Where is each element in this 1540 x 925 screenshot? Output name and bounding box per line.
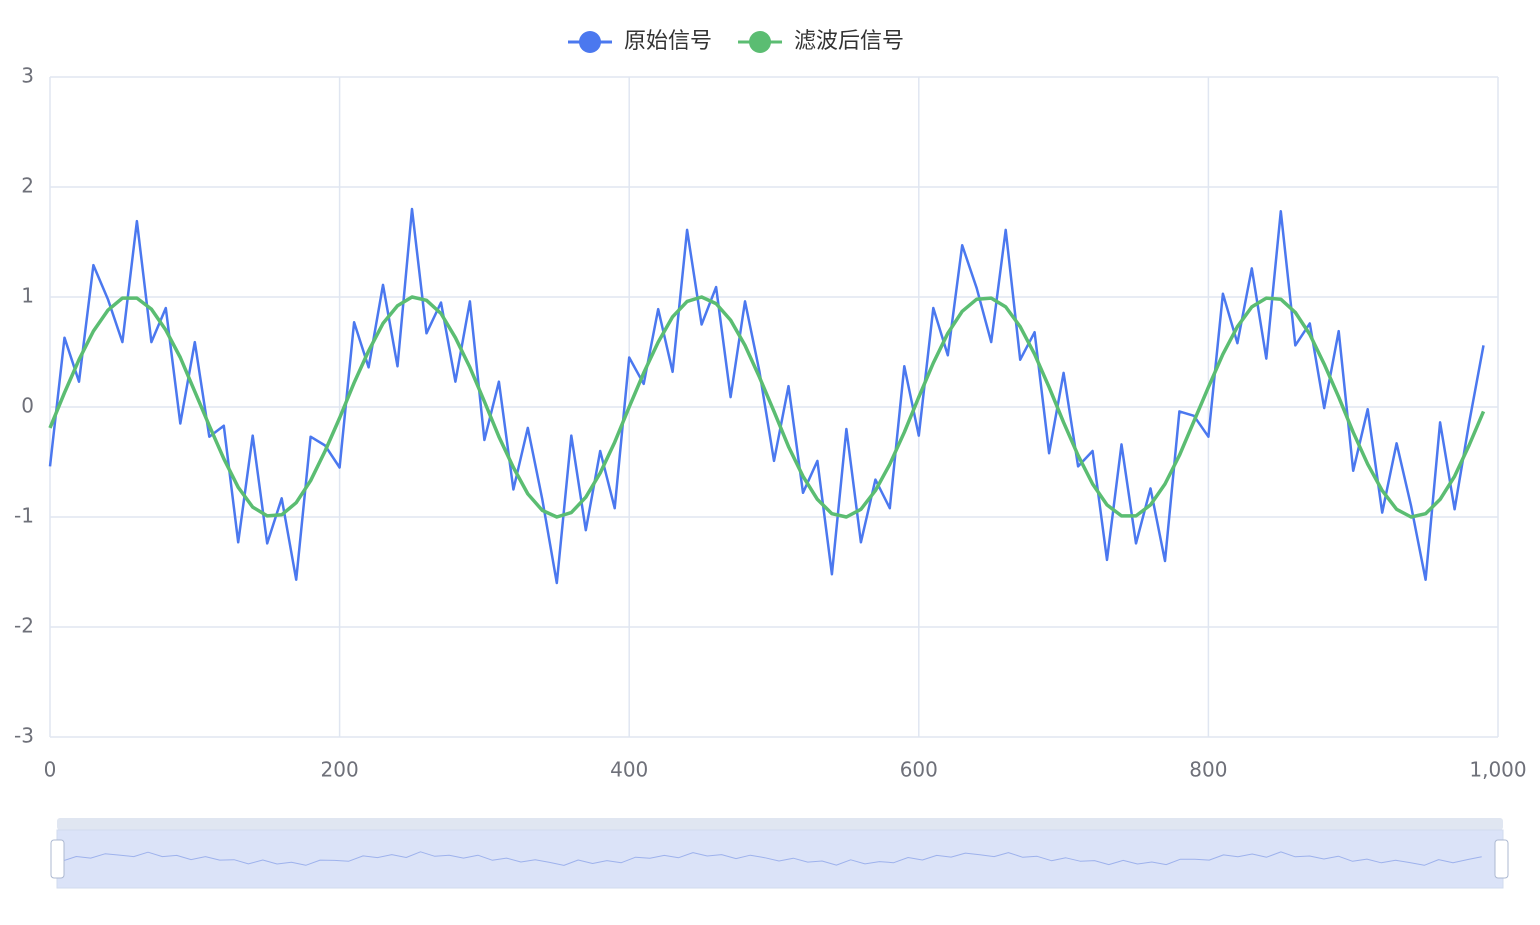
y-tick-label: -2 bbox=[14, 614, 34, 638]
legend-marker bbox=[749, 31, 772, 53]
y-tick-label: 2 bbox=[21, 174, 34, 198]
slider-preview-line bbox=[61, 851, 1482, 866]
y-tick-label: 1 bbox=[21, 284, 34, 308]
slider-handle-right[interactable] bbox=[1494, 839, 1509, 879]
y-tick-label: 0 bbox=[21, 394, 34, 418]
x-tick-label: 800 bbox=[1189, 758, 1227, 782]
y-tick-label: 3 bbox=[21, 64, 34, 88]
legend-marker bbox=[579, 31, 601, 53]
data-zoom-slider[interactable] bbox=[50, 818, 1509, 889]
slider-window bbox=[56, 829, 1504, 889]
legend-item[interactable]: 原始信号 bbox=[568, 29, 712, 54]
slider-handle-bar[interactable] bbox=[57, 818, 1503, 830]
slider-handle-left[interactable] bbox=[50, 839, 65, 879]
legend-label: 原始信号 bbox=[624, 29, 712, 54]
y-tick-label: -3 bbox=[14, 724, 34, 748]
y-tick-label: -1 bbox=[14, 504, 34, 528]
x-tick-label: 200 bbox=[321, 758, 359, 782]
x-tick-label: 1,000 bbox=[1469, 758, 1526, 782]
legend-item[interactable]: 滤波后信号 bbox=[738, 29, 904, 54]
series-line bbox=[48, 207, 1485, 585]
series-line bbox=[48, 295, 1486, 519]
x-tick-label: 600 bbox=[900, 758, 938, 782]
legend-label: 滤波后信号 bbox=[794, 29, 904, 54]
x-tick-label: 400 bbox=[610, 758, 648, 782]
x-tick-label: 0 bbox=[44, 758, 57, 782]
